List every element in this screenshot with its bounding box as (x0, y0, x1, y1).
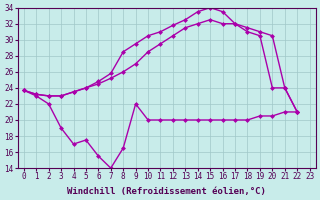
X-axis label: Windchill (Refroidissement éolien,°C): Windchill (Refroidissement éolien,°C) (67, 187, 266, 196)
